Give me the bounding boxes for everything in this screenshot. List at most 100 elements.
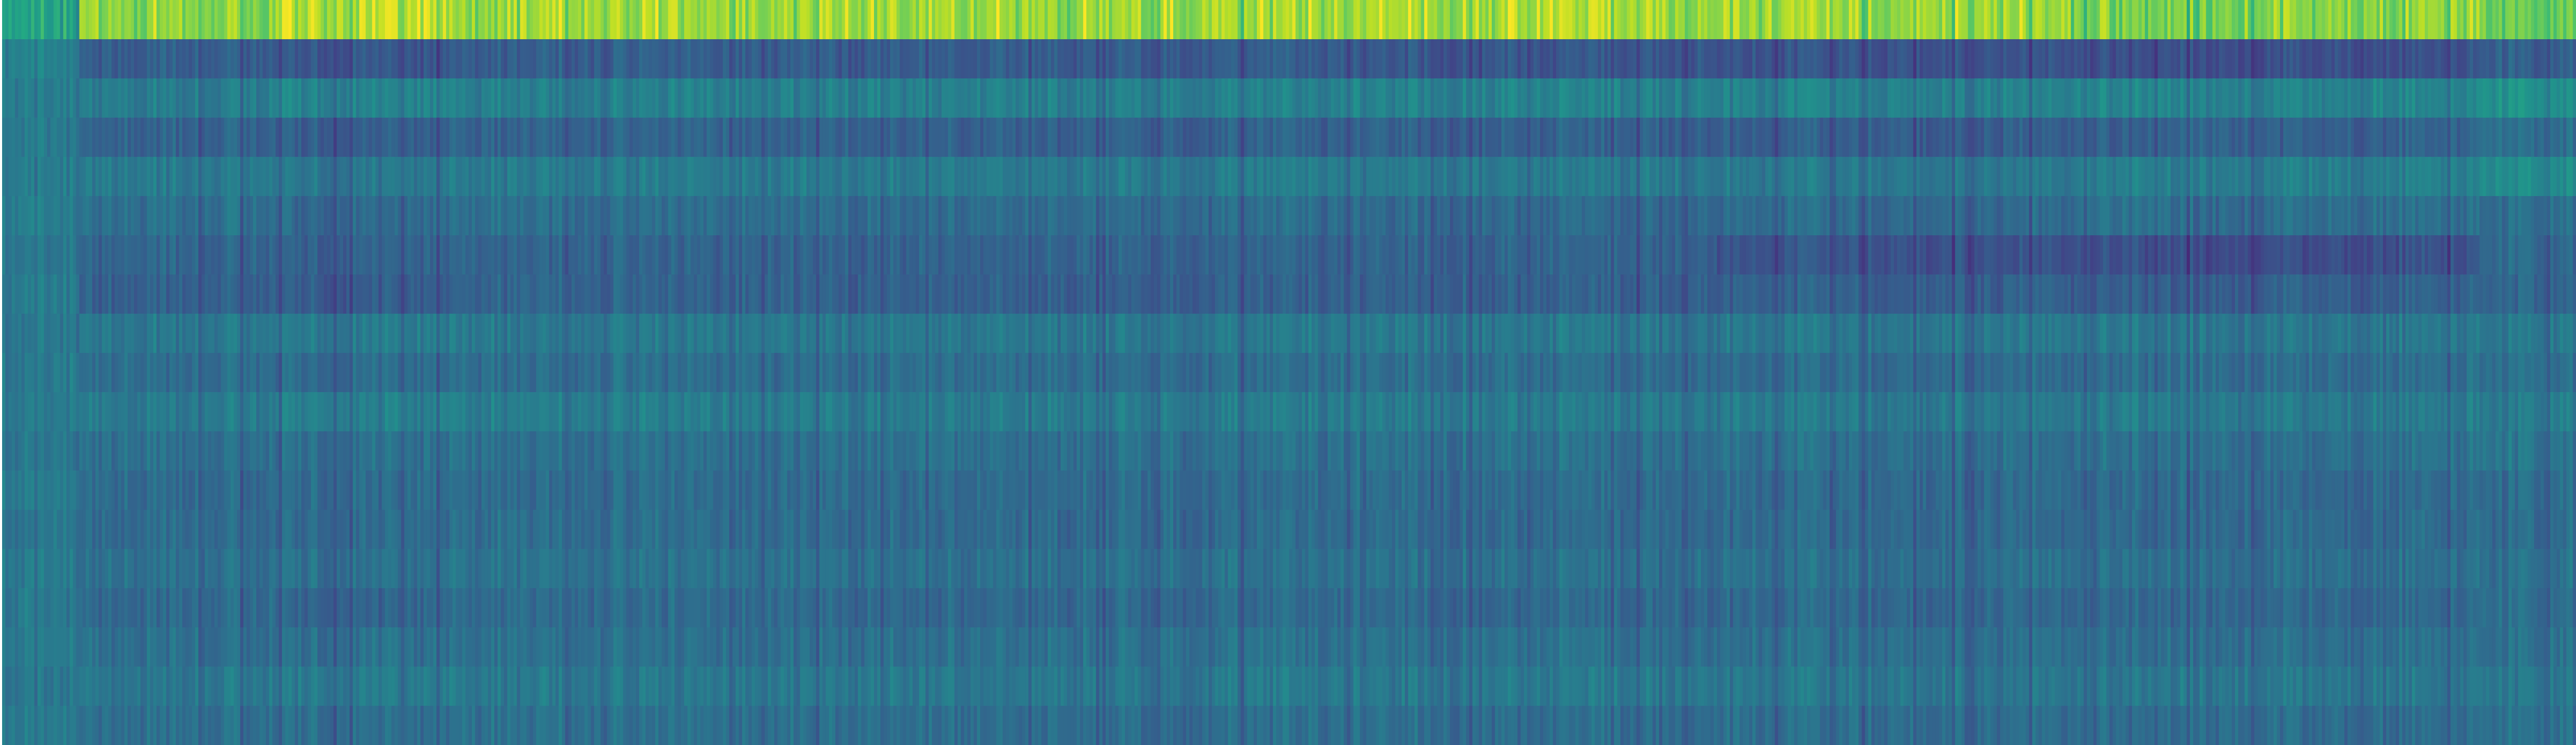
heatmap-cell — [324, 510, 327, 549]
heatmap-cell — [108, 39, 112, 79]
heatmap-cell — [327, 235, 331, 275]
heatmap-cell — [487, 314, 492, 353]
heatmap-cell — [504, 274, 508, 314]
heatmap-cell — [73, 157, 77, 197]
heatmap-cell — [677, 706, 682, 745]
heatmap-cell — [645, 510, 649, 549]
heatmap-cell — [76, 549, 80, 589]
heatmap-cell — [584, 353, 588, 393]
heatmap-cell — [713, 667, 717, 706]
heatmap-cell — [327, 78, 331, 118]
heatmap-cell — [346, 0, 350, 40]
heatmap-cell — [191, 314, 196, 353]
heatmap-cell — [66, 706, 70, 745]
heatmap-cell — [487, 196, 492, 236]
heatmap-cell — [195, 196, 199, 236]
heatmap-cell — [430, 392, 434, 432]
heatmap-cell — [263, 627, 266, 667]
heatmap-cell — [230, 196, 234, 236]
heatmap-cell — [542, 314, 547, 353]
heatmap-cell — [201, 196, 206, 236]
heatmap-cell — [748, 39, 752, 79]
heatmap-cell — [218, 196, 221, 236]
heatmap-cell — [649, 588, 653, 628]
heatmap-cell — [237, 706, 241, 745]
heatmap-cell — [411, 274, 414, 314]
heatmap-cell — [60, 274, 64, 314]
heatmap-cell — [47, 588, 51, 628]
heatmap-cell — [587, 706, 592, 745]
heatmap-cell — [317, 667, 321, 706]
heatmap-cell — [15, 510, 19, 549]
heatmap-cell — [143, 510, 147, 549]
heatmap-cell — [253, 196, 257, 236]
heatmap-cell — [198, 235, 202, 275]
heatmap-cell — [739, 314, 743, 353]
heatmap-cell — [768, 118, 771, 157]
heatmap-cell — [150, 157, 154, 197]
heatmap-cell — [40, 196, 44, 236]
heatmap-cell — [327, 431, 331, 471]
heatmap-cell — [166, 196, 170, 236]
heatmap-cell — [375, 549, 379, 589]
heatmap-cell — [182, 431, 186, 471]
heatmap-cell — [233, 627, 237, 667]
heatmap-cell — [31, 314, 35, 353]
heatmap-cell — [224, 39, 228, 79]
heatmap-cell — [523, 627, 527, 667]
heatmap-cell — [314, 274, 318, 314]
heatmap-cell — [623, 510, 627, 549]
heatmap-cell — [562, 274, 566, 314]
heatmap-cell — [761, 235, 765, 275]
heatmap-cell — [304, 667, 308, 706]
heatmap-cell — [105, 39, 109, 79]
heatmap-cell — [191, 627, 196, 667]
heatmap-cell — [816, 627, 820, 667]
heatmap-cell — [559, 549, 562, 589]
heatmap-cell — [623, 314, 627, 353]
heatmap-cell — [803, 353, 807, 393]
heatmap-cell — [494, 471, 498, 510]
heatmap-cell — [842, 392, 846, 432]
heatmap-cell — [324, 392, 327, 432]
heatmap-cell — [388, 588, 392, 628]
heatmap-cell — [37, 431, 41, 471]
heatmap-cell — [790, 39, 794, 79]
heatmap-cell — [343, 274, 347, 314]
heatmap-cell — [115, 392, 119, 432]
heatmap-cell — [806, 431, 810, 471]
heatmap-cell — [243, 667, 247, 706]
heatmap-cell — [195, 157, 199, 197]
heatmap-cell — [195, 431, 199, 471]
heatmap-cell — [436, 78, 440, 118]
heatmap-cell — [825, 706, 830, 745]
heatmap-cell — [108, 0, 112, 40]
heatmap-cell — [710, 549, 714, 589]
heatmap-cell — [732, 392, 736, 432]
heatmap-cell — [249, 78, 254, 118]
heatmap-cell — [581, 353, 585, 393]
heatmap-cell — [501, 0, 505, 40]
heatmap-cell — [626, 235, 630, 275]
heatmap-cell — [73, 510, 77, 549]
heatmap-cell — [793, 118, 797, 157]
heatmap-cell — [404, 471, 408, 510]
heatmap-cell — [729, 39, 733, 79]
heatmap-cell — [420, 39, 424, 79]
heatmap-cell — [645, 471, 649, 510]
heatmap-cell — [584, 510, 588, 549]
heatmap-cell — [819, 353, 823, 393]
heatmap-cell — [188, 667, 192, 706]
heatmap-cell — [195, 274, 199, 314]
heatmap-cell — [401, 157, 405, 197]
heatmap-cell — [343, 627, 347, 667]
heatmap-cell — [632, 471, 637, 510]
heatmap-cell — [378, 471, 382, 510]
heatmap-cell — [185, 0, 189, 40]
heatmap-cell — [761, 0, 765, 40]
heatmap-cell — [835, 39, 839, 79]
heatmap-cell — [462, 392, 466, 432]
heatmap-cell — [546, 588, 550, 628]
heatmap-cell — [832, 471, 836, 510]
heatmap-cell — [584, 235, 588, 275]
